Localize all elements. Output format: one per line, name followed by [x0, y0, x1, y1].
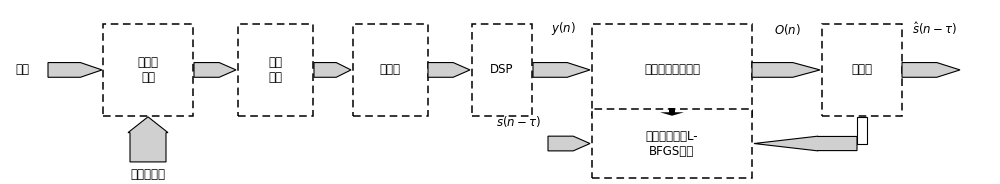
FancyBboxPatch shape — [353, 24, 428, 116]
FancyBboxPatch shape — [238, 24, 312, 116]
Text: 输入电信号: 输入电信号 — [130, 168, 166, 181]
FancyBboxPatch shape — [669, 108, 675, 113]
Text: $O(n)$: $O(n)$ — [774, 22, 800, 37]
Polygon shape — [194, 63, 236, 77]
Polygon shape — [428, 63, 470, 77]
FancyBboxPatch shape — [103, 24, 193, 116]
Text: $\hat{s}(n-\tau)$: $\hat{s}(n-\tau)$ — [912, 20, 958, 37]
Text: $s(n-\tau)$: $s(n-\tau)$ — [496, 114, 542, 129]
FancyBboxPatch shape — [857, 117, 867, 144]
Text: 接收器: 接收器 — [380, 63, 400, 76]
FancyBboxPatch shape — [592, 109, 752, 178]
Polygon shape — [548, 136, 590, 151]
Polygon shape — [533, 63, 590, 77]
FancyBboxPatch shape — [822, 24, 902, 116]
FancyBboxPatch shape — [592, 24, 752, 116]
Polygon shape — [128, 117, 168, 162]
Text: 多层复值神经网络: 多层复值神经网络 — [644, 63, 700, 76]
Text: $y(n)$: $y(n)$ — [551, 20, 575, 37]
Polygon shape — [754, 136, 857, 151]
Polygon shape — [902, 63, 960, 77]
Polygon shape — [752, 63, 820, 77]
Polygon shape — [660, 112, 684, 116]
Text: 电光调
制器: 电光调 制器 — [138, 56, 158, 84]
Polygon shape — [48, 63, 102, 77]
Text: DSP: DSP — [490, 63, 514, 76]
Text: 传输
链路: 传输 链路 — [268, 56, 282, 84]
FancyBboxPatch shape — [472, 24, 532, 116]
Text: 激光: 激光 — [15, 63, 29, 76]
Text: 判决器: 判决器 — [852, 63, 872, 76]
Polygon shape — [314, 63, 351, 77]
Text: 自适应复步长L-
BFGS算法: 自适应复步长L- BFGS算法 — [646, 130, 698, 158]
